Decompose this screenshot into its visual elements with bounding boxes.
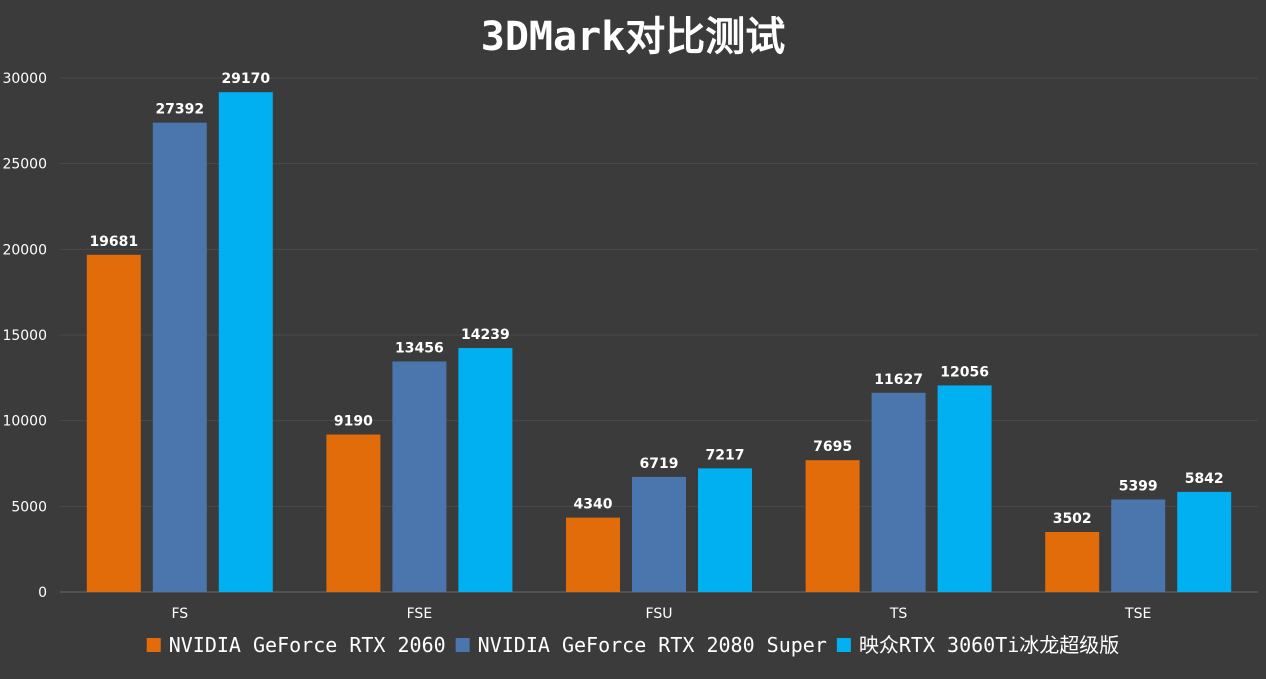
legend-swatch: [836, 638, 851, 652]
data-label: 11627: [874, 372, 923, 388]
data-label: 9190: [334, 414, 373, 430]
x-tick-label: FS: [171, 606, 188, 622]
bar: [86, 254, 141, 592]
bar: [566, 517, 620, 592]
bar: [1111, 499, 1166, 592]
y-tick-label: 10000: [2, 414, 47, 430]
data-label: 7217: [706, 447, 745, 463]
legend-swatch: [455, 638, 470, 652]
y-tick-label: 25000: [2, 157, 47, 173]
bar: [458, 348, 513, 592]
bars: [86, 92, 1232, 593]
legend-item: NVIDIA GeForce RTX 2060: [146, 633, 446, 657]
data-label: 7695: [813, 439, 852, 455]
y-tick-label: 5000: [11, 499, 47, 515]
x-tick-label: TS: [889, 606, 908, 622]
bar: [152, 122, 207, 593]
y-tick-label: 20000: [2, 242, 47, 258]
data-labels: 19681 27392 29170 9190 13456 14239 4340 6719 721…: [89, 71, 1223, 527]
data-label: 5842: [1185, 471, 1224, 487]
bar: [1045, 531, 1100, 592]
data-label: 13456: [395, 340, 444, 356]
x-tick-label: FSE: [407, 606, 433, 622]
data-label: 6719: [640, 456, 679, 472]
bar: [392, 361, 447, 592]
y-tick-label: 15000: [2, 328, 47, 344]
legend-label: 映众RTX 3060Ti冰龙超级版: [859, 633, 1119, 657]
y-tick-label: 30000: [2, 71, 47, 87]
data-label: 5399: [1119, 478, 1158, 494]
bar: [326, 434, 381, 592]
legend-item: 映众RTX 3060Ti冰龙超级版: [836, 633, 1119, 657]
data-label: 3502: [1053, 511, 1092, 527]
bar: [632, 476, 686, 592]
legend-label: NVIDIA GeForce RTX 2080 Super: [478, 633, 827, 657]
bar: [1177, 491, 1232, 592]
chart-title: 3DMark对比测试: [481, 14, 786, 60]
data-label: 29170: [221, 71, 270, 87]
data-label: 12056: [940, 364, 989, 380]
y-axis-tick-labels: 0 5000 10000 15000 20000 25000 30000: [2, 71, 47, 601]
data-label: 14239: [461, 327, 510, 343]
legend-swatch: [146, 638, 161, 652]
data-label: 19681: [89, 234, 138, 250]
bar: [218, 92, 273, 592]
x-tick-label: FSU: [646, 606, 673, 622]
data-label: 27392: [155, 102, 204, 118]
bar: [871, 392, 926, 592]
data-label: 4340: [574, 497, 613, 513]
bar: [698, 468, 752, 592]
legend-label: NVIDIA GeForce RTX 2060: [169, 633, 446, 657]
bar: [805, 460, 860, 592]
bar: [937, 385, 992, 592]
legend-item: NVIDIA GeForce RTX 2080 Super: [455, 633, 827, 657]
y-tick-label: 0: [38, 585, 47, 601]
x-axis-tick-labels: FS FSE FSU TS TSE: [171, 606, 1151, 622]
legend: NVIDIA GeForce RTX 2060 NVIDIA GeForce RT…: [146, 633, 1119, 657]
x-tick-label: TSE: [1124, 606, 1151, 622]
